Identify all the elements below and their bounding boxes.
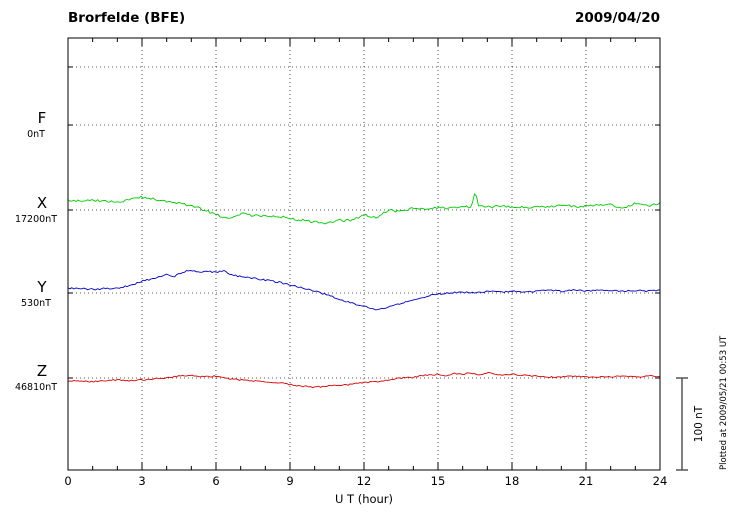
trace-y — [67, 269, 660, 311]
series-y-baseline-value: 530nT — [21, 298, 51, 309]
series-x-label: X — [37, 194, 47, 212]
x-tick-label: 9 — [286, 474, 293, 488]
plot-border — [67, 37, 661, 471]
x-tick-label: 21 — [579, 474, 594, 488]
series-z-label: Z — [37, 362, 47, 380]
scale-bar: 100 nT — [676, 377, 705, 471]
date-label: 2009/04/20 — [575, 10, 660, 26]
plotted-at-note: Plotted at 2009/05/21 00:53 UT — [719, 335, 729, 470]
data-traces — [67, 193, 661, 389]
x-tick-label: 18 — [505, 474, 520, 488]
x-tick-label: 0 — [64, 474, 71, 488]
x-tick-label: 3 — [138, 474, 145, 488]
series-y-label: Y — [36, 278, 47, 296]
series-f-baseline-value: 0nT — [27, 129, 45, 140]
x-tick-label: 12 — [357, 474, 372, 488]
series-z-baseline-value: 46810nT — [15, 382, 57, 393]
series-x-baseline-value: 17200nT — [15, 214, 57, 225]
trace-x — [67, 193, 661, 225]
x-axis-label: U T (hour) — [335, 492, 393, 506]
x-tick-label: 24 — [653, 474, 668, 488]
gridlines — [68, 38, 660, 470]
series-f-label: F — [38, 109, 47, 127]
x-tick-label: 6 — [212, 474, 219, 488]
trace-z — [67, 371, 661, 389]
scale-bar-label: 100 nT — [693, 405, 705, 442]
x-tick-labels: 0 3 6 9 12 15 18 21 24 — [64, 474, 667, 488]
x-tick-label: 15 — [431, 474, 446, 488]
station-title: Brorfelde (BFE) — [68, 10, 185, 26]
